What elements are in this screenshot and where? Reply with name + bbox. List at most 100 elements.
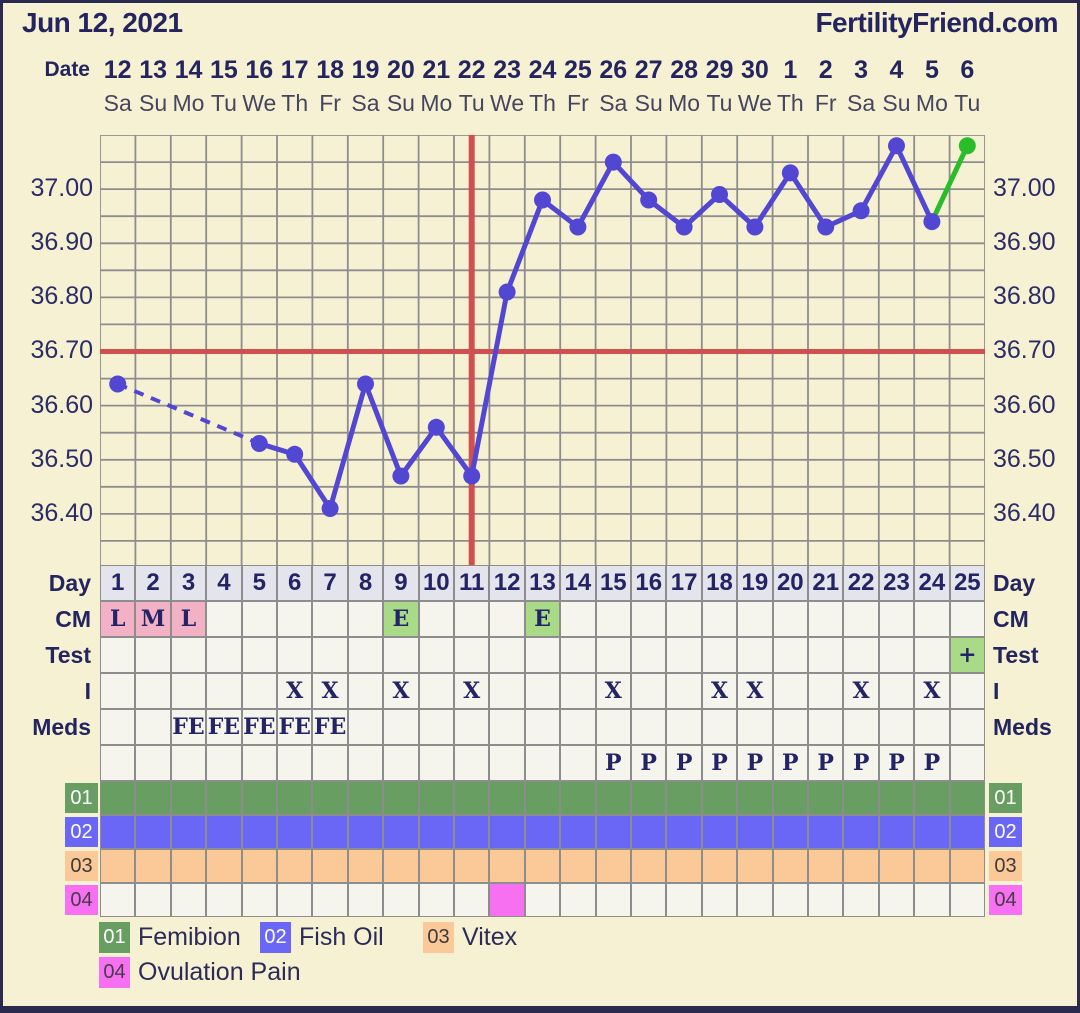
intercourse-cell: X [737,673,773,709]
temp-dot[interactable] [569,218,587,236]
date-number: 14 [174,55,203,84]
temp-dot[interactable] [498,283,516,301]
med-id-badge: 03 [989,851,1022,881]
temp-dot[interactable] [923,213,941,231]
day-header-cell[interactable]: 7 [312,565,348,601]
bbt-chart [100,135,985,568]
med-bar-cell [666,849,702,883]
day-header-cell[interactable]: 21 [808,565,844,601]
temp-dot[interactable] [817,218,835,236]
temp-dot[interactable] [357,375,374,393]
day-header-cell[interactable]: 3 [170,565,207,601]
temp-dot[interactable] [640,191,658,209]
weekday-label: We [242,89,277,116]
fertilityfriend-brand-link[interactable]: FertilityFriend.com [815,7,1058,38]
day-header-cell[interactable]: 17 [666,565,702,601]
temp-dot[interactable] [746,218,764,236]
day-header-cell[interactable]: 11 [454,565,490,601]
temp-dot[interactable] [463,467,481,485]
legend-item: 04 Ovulation Pain [99,957,301,988]
cm-cell [808,601,844,637]
med-bar-cell [560,815,596,849]
day-header-cell[interactable]: 9 [383,565,419,601]
temp-dot[interactable] [675,218,693,236]
test-cell [206,637,242,673]
day-header-cell[interactable]: 12 [489,565,525,601]
med-bar-cell [843,883,879,917]
meds-cell: FE [312,709,348,745]
med-bar-cell [631,849,667,883]
temp-dot[interactable] [852,202,870,220]
med-bar-cell [949,849,985,883]
cm-cell [772,601,808,637]
temp-dot[interactable] [781,164,799,182]
temp-dot[interactable] [321,500,339,517]
meds-cell [489,709,525,745]
med-bar-cell [383,815,419,849]
intercourse-cell [631,673,667,709]
test-cell: + [949,637,985,673]
temp-dot[interactable] [604,153,622,171]
p-cell [170,745,207,781]
med-bar-cell [878,781,915,815]
intercourse-cell: X [914,673,950,709]
day-header-cell[interactable]: 4 [206,565,242,601]
day-header-cell[interactable]: 18 [701,565,738,601]
meds-cell [135,709,171,745]
temp-dot[interactable] [109,375,127,393]
p-cell [418,745,454,781]
date-number: 18 [316,55,344,84]
day-header-cell[interactable]: 24 [914,565,950,601]
y-tick-label: 36.60 [30,391,93,419]
day-header-cell[interactable]: 19 [737,565,773,601]
intercourse-cell [524,673,561,709]
day-header-cell[interactable]: 25 [949,565,985,601]
med-bar-cell [631,883,667,917]
temp-dot[interactable] [392,467,410,485]
day-header-cell[interactable]: 20 [772,565,808,601]
intercourse-cell [241,673,277,709]
temp-dot[interactable] [888,137,905,155]
day-header-cell[interactable]: 14 [560,565,596,601]
temp-dot[interactable] [958,137,976,155]
med-bar-cell [277,883,313,917]
cm-cell [489,601,525,637]
temp-dot[interactable] [711,186,728,203]
day-header-cell[interactable]: 22 [843,565,879,601]
y-tick-label: 36.60 [993,391,1056,419]
meds-cell [524,709,561,745]
temp-line [256,143,935,511]
day-header-cell[interactable]: 10 [418,565,454,601]
med-bar-cell [878,883,915,917]
p-cell: P [666,745,702,781]
day-header-cell[interactable]: 13 [524,565,561,601]
meds-row-label: Meds [993,713,1052,740]
day-header-cell[interactable]: 8 [347,565,384,601]
med-bar-cell [808,815,844,849]
med-bar-cell [666,883,702,917]
day-header-cell[interactable]: 23 [878,565,915,601]
med-bar-cell [701,849,738,883]
day-header-cell[interactable]: 15 [595,565,631,601]
day-header-cell[interactable]: 6 [277,565,313,601]
p-cell [206,745,242,781]
cm-cell [312,601,348,637]
intercourse-cell [170,673,207,709]
temp-dot[interactable] [427,418,445,436]
temp-dot[interactable] [250,435,268,452]
temp-dot[interactable] [534,191,551,209]
intercourse-cell: X [454,673,490,709]
test-cell [100,637,136,673]
intercourse-cell [347,673,384,709]
temp-dot[interactable] [286,445,304,463]
weekday-label: Su [882,89,911,116]
day-header-cell[interactable]: 5 [241,565,277,601]
med-bar-cell [808,849,844,883]
day-header-cell[interactable]: 1 [100,565,136,601]
day-header-cell[interactable]: 2 [135,565,171,601]
day-header-cell[interactable]: 16 [631,565,667,601]
temp-line-today [929,143,970,225]
intercourse-cell [666,673,702,709]
test-cell [560,637,596,673]
med-bar-cell [560,849,596,883]
